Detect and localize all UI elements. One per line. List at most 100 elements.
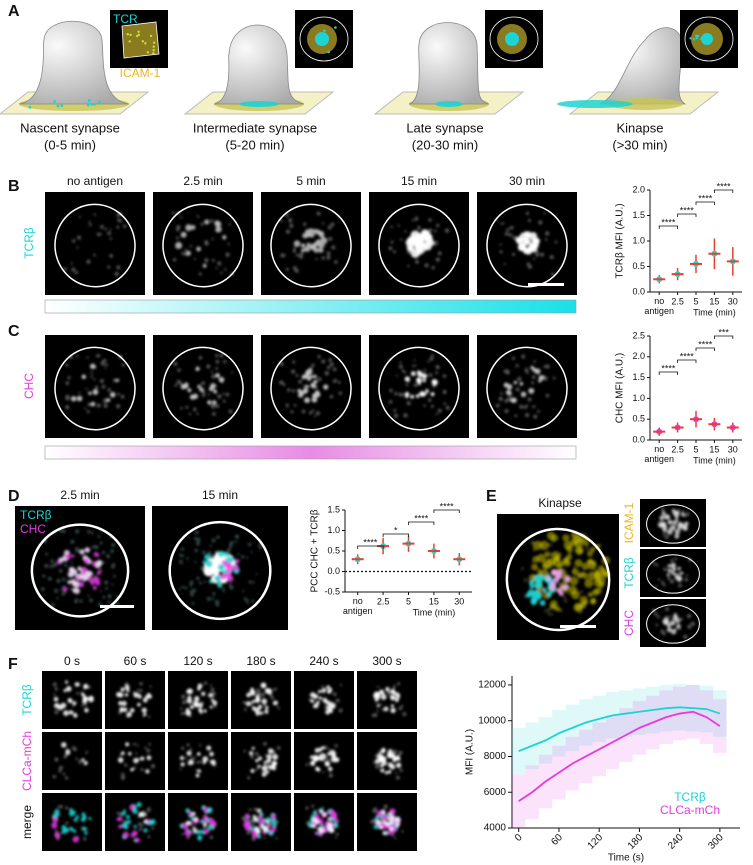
spot [318, 696, 323, 700]
significance-bracket [695, 201, 715, 205]
spot [375, 819, 382, 826]
label: no antigen [343, 596, 373, 616]
spot [195, 773, 200, 778]
speck [136, 744, 139, 747]
speck [687, 624, 692, 629]
speck [52, 774, 57, 779]
speck [195, 541, 201, 546]
speck [96, 232, 101, 237]
spot [325, 761, 331, 767]
tcr-trail [557, 100, 633, 108]
spot [53, 702, 60, 709]
speck [59, 804, 63, 809]
spot [661, 511, 666, 516]
speck [123, 224, 127, 228]
speck [661, 580, 665, 585]
speck [179, 561, 183, 565]
speck [250, 755, 254, 759]
speck [184, 586, 188, 590]
spot [421, 373, 428, 379]
speck [563, 598, 568, 603]
spot [318, 247, 324, 253]
speck [44, 563, 49, 569]
speck [252, 581, 255, 584]
speck [383, 804, 388, 809]
label: 30 [454, 596, 464, 606]
spot [672, 509, 676, 513]
speck [118, 218, 122, 223]
speck [255, 752, 259, 756]
speck [679, 617, 683, 621]
speck [504, 399, 508, 403]
label: 0 [513, 832, 525, 844]
speck [415, 259, 420, 264]
label: 5 min [296, 174, 325, 188]
spot [263, 761, 267, 765]
speck [69, 587, 72, 590]
speck [395, 771, 398, 774]
speck [328, 236, 333, 241]
spot [121, 811, 126, 816]
speck [180, 707, 183, 710]
spot [334, 757, 340, 763]
label: 0 s [64, 654, 80, 668]
speck [229, 585, 234, 590]
spot [256, 808, 262, 813]
spot [202, 263, 207, 268]
spot [581, 562, 590, 571]
speck [103, 561, 106, 564]
speck [101, 384, 106, 389]
speck [201, 381, 205, 386]
speck [184, 248, 187, 252]
speck [545, 231, 550, 236]
spot [65, 553, 72, 560]
spot [593, 578, 602, 587]
speck [511, 356, 516, 360]
spot [389, 826, 394, 831]
spot [74, 682, 80, 687]
spot [320, 746, 325, 750]
speck [406, 401, 411, 406]
dot [128, 40, 131, 43]
spot [192, 828, 198, 833]
spot [564, 576, 571, 582]
spot [202, 560, 207, 565]
speck [67, 376, 71, 380]
speck [655, 563, 659, 567]
speck [332, 692, 337, 697]
speck [203, 826, 206, 830]
spot [266, 820, 270, 824]
speck [79, 599, 83, 603]
spot [581, 572, 588, 579]
speck [323, 745, 328, 750]
speck [177, 368, 181, 372]
contact [607, 98, 683, 110]
spot [315, 819, 320, 825]
speck [398, 706, 403, 711]
spot [140, 756, 145, 761]
label: 15 [709, 296, 719, 306]
spot [528, 387, 535, 394]
spot [199, 710, 203, 714]
speck [403, 414, 407, 418]
spot [387, 749, 393, 754]
label: TCRβ [20, 684, 34, 716]
spot [261, 772, 267, 777]
speck [398, 750, 403, 756]
speck [209, 684, 213, 687]
spot [513, 380, 518, 385]
speck [185, 405, 189, 409]
speck [212, 412, 216, 416]
speck [327, 225, 332, 230]
spot [64, 680, 69, 684]
spot [379, 690, 384, 694]
micrograph [45, 192, 145, 295]
spot [556, 569, 563, 576]
dot [53, 100, 56, 104]
speck [533, 360, 536, 363]
speck [76, 691, 79, 695]
speck [86, 259, 91, 264]
dot [695, 36, 698, 40]
spot [256, 829, 261, 834]
spot [141, 707, 147, 713]
